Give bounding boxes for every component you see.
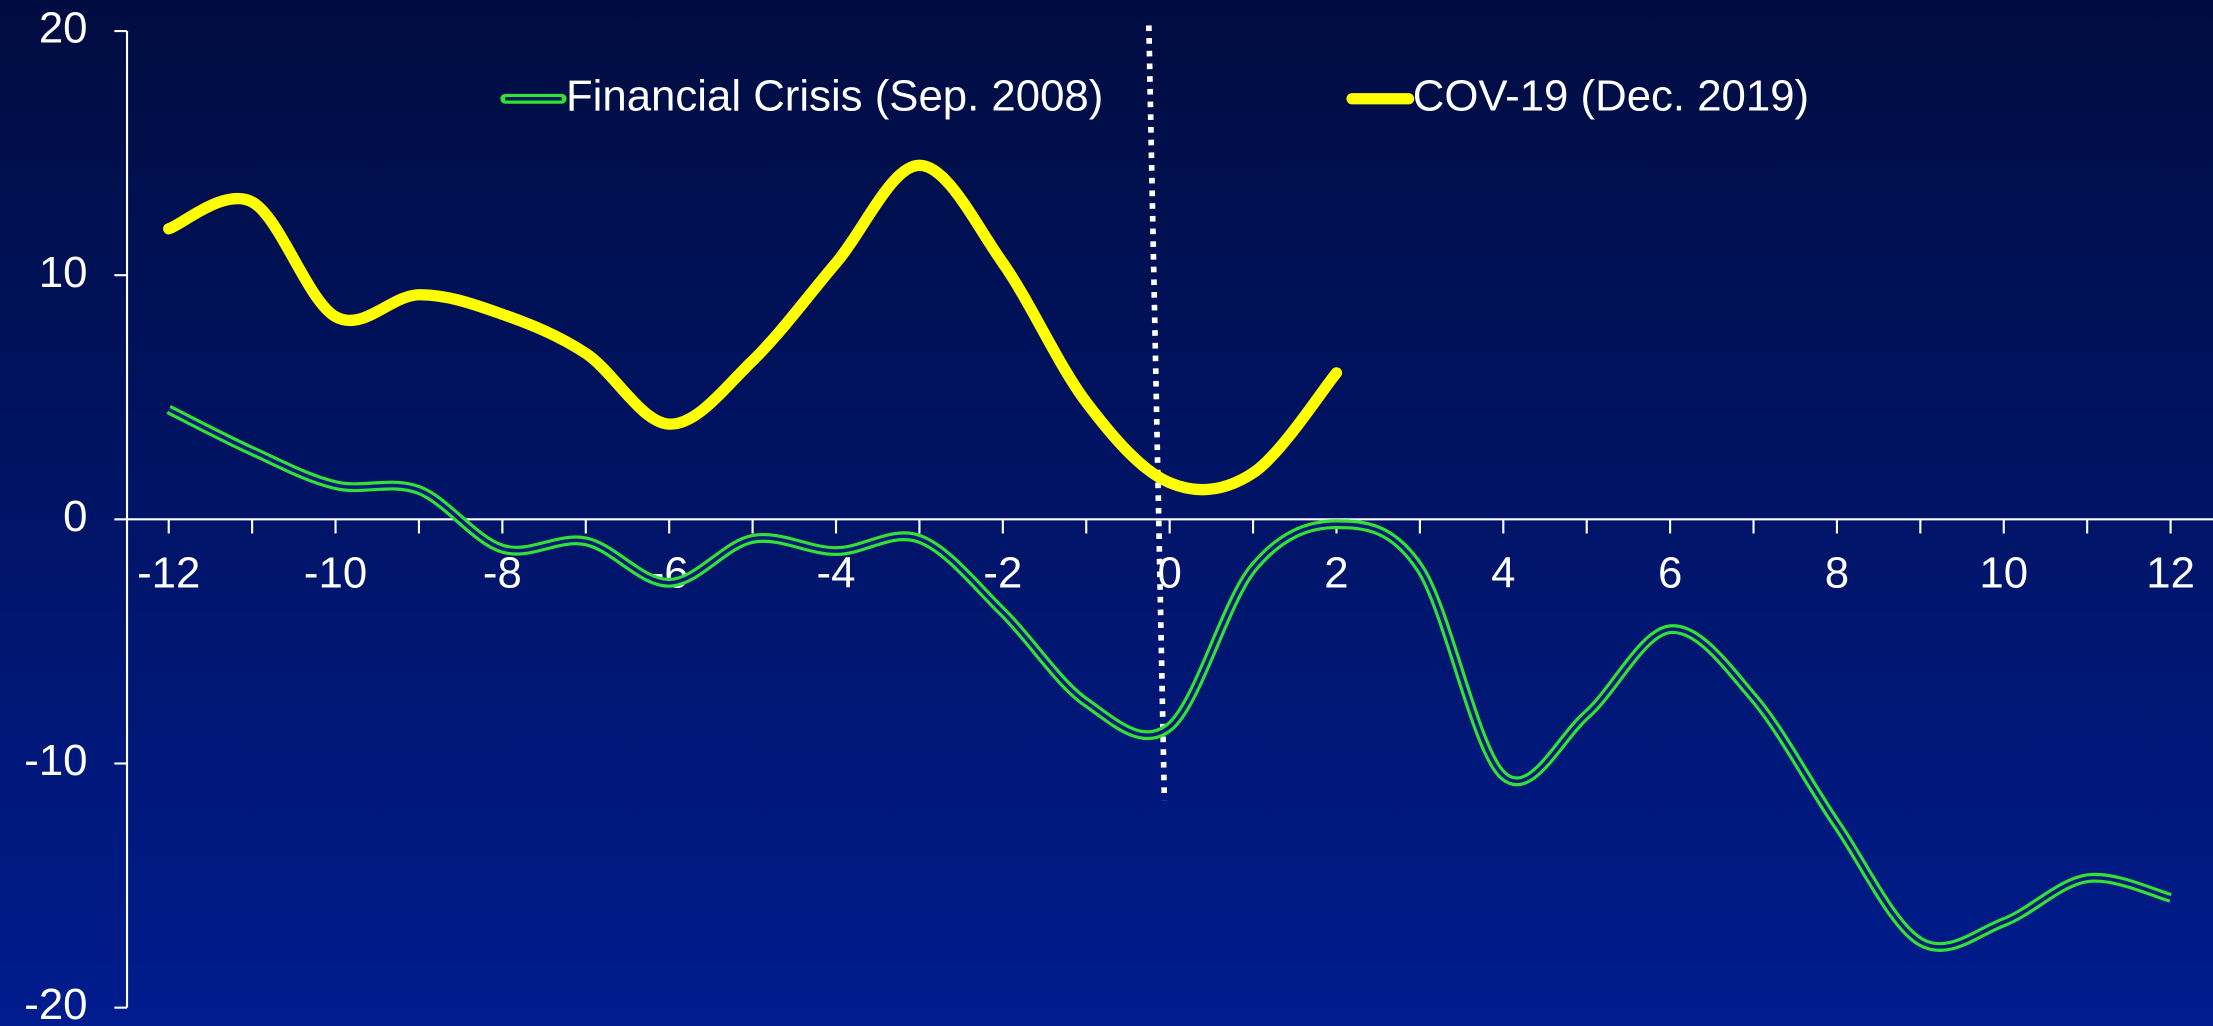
x-tick-label: -12 bbox=[137, 548, 200, 597]
x-tick-label: -2 bbox=[983, 548, 1022, 597]
event-marker bbox=[1146, 25, 1168, 801]
y-tick-label: 20 bbox=[39, 4, 88, 53]
legend-label: Financial Crisis (Sep. 2008) bbox=[566, 71, 1103, 120]
series-line bbox=[163, 159, 1343, 496]
x-tick-label: -6 bbox=[650, 548, 689, 597]
legend-label: COV-19 (Dec. 2019) bbox=[1413, 71, 1809, 120]
y-tick-label: 10 bbox=[39, 248, 88, 297]
y-tick-label: 0 bbox=[63, 492, 87, 541]
x-tick-label: -10 bbox=[304, 548, 367, 597]
x-tick-label: 0 bbox=[1157, 548, 1181, 597]
x-tick-label: 2 bbox=[1324, 548, 1348, 597]
y-tick-label: -20 bbox=[24, 980, 87, 1026]
x-tick-label: -4 bbox=[817, 548, 856, 597]
x-tick-label: 4 bbox=[1491, 548, 1515, 597]
x-tick-label: 10 bbox=[1979, 548, 2028, 597]
x-tick-label: 8 bbox=[1825, 548, 1849, 597]
y-tick-label: -10 bbox=[24, 736, 87, 785]
series-line-inner bbox=[167, 407, 2172, 949]
x-tick-label: -8 bbox=[483, 548, 522, 597]
x-tick-label: 6 bbox=[1658, 548, 1682, 597]
x-tick-label: 12 bbox=[2146, 548, 2195, 597]
